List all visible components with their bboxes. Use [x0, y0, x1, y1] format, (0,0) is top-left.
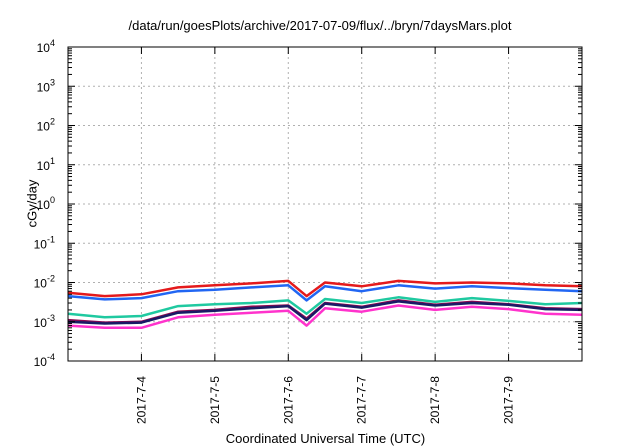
x-axis-label: Coordinated Universal Time (UTC)	[225, 431, 426, 446]
y-tick-exponent: 1	[50, 156, 55, 166]
y-tick-label: 10-3	[34, 313, 55, 330]
y-tick-label: 10-1	[34, 234, 55, 251]
series-line-2	[67, 284, 583, 302]
y-tick-label: 103	[37, 77, 55, 94]
y-tick-base: 10	[37, 41, 51, 55]
x-tick-label: 2017-7-4	[134, 376, 148, 424]
y-tick-label: 101	[37, 156, 55, 173]
y-tick-exponent: 3	[50, 77, 55, 87]
y-tick-base: 10	[34, 277, 48, 291]
y-tick-base: 10	[37, 120, 51, 134]
y-tick-exponent: 4	[50, 38, 55, 48]
y-tick-label: 102	[37, 117, 55, 134]
series-line-5	[67, 300, 583, 325]
x-tick-label: 2017-7-8	[428, 376, 442, 424]
y-tick-label: 10-4	[34, 352, 55, 369]
y-tick-base: 10	[37, 80, 51, 94]
x-tick-label: 2017-7-5	[208, 376, 222, 424]
series-line-3	[67, 296, 583, 319]
y-tick-base: 10	[34, 355, 48, 369]
series-line-1	[67, 279, 583, 298]
y-tick-exponent: 2	[50, 117, 55, 127]
series-line-6	[67, 304, 583, 330]
x-tick-label: 2017-7-7	[355, 376, 369, 424]
series-lines	[67, 279, 583, 330]
y-tick-base: 10	[37, 198, 51, 212]
y-tick-exponent: -3	[47, 313, 55, 323]
y-tick-exponent: -1	[47, 234, 55, 244]
plot-frame	[67, 46, 583, 362]
y-tick-label: 100	[37, 195, 55, 212]
y-tick-label: 10-2	[34, 274, 55, 291]
y-tick-exponent: -2	[47, 274, 55, 284]
x-tick-label: 2017-7-6	[281, 376, 295, 424]
axes	[67, 46, 583, 362]
x-tick-label: 2017-7-9	[502, 376, 516, 424]
y-tick-base: 10	[34, 316, 48, 330]
y-tick-exponent: -4	[47, 352, 55, 362]
y-tick-base: 10	[34, 237, 48, 251]
chart-title: /data/run/goesPlots/archive/2017-07-09/f…	[128, 18, 512, 33]
y-tick-base: 10	[37, 159, 51, 173]
y-tick-label: 104	[37, 38, 55, 55]
y-tick-exponent: 0	[50, 195, 55, 205]
